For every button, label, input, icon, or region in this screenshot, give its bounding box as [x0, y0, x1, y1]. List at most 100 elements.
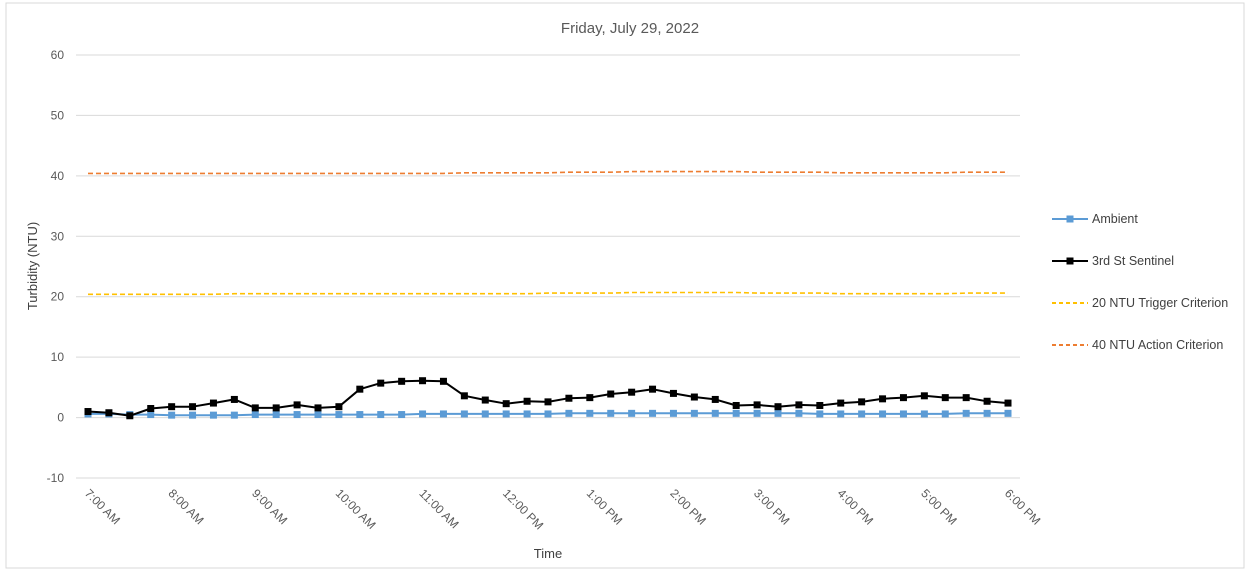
series-line-20-ntu-trigger-criterion — [88, 291, 1008, 296]
data-point-ambient — [774, 409, 782, 417]
data-point-ambient — [816, 410, 824, 418]
data-point-3rd-st-sentinel — [168, 403, 176, 411]
series-ambient — [84, 409, 1012, 419]
data-point-3rd-st-sentinel — [481, 396, 489, 404]
data-point-ambient — [544, 410, 552, 418]
data-point-ambient — [209, 411, 217, 419]
data-point-3rd-st-sentinel — [607, 390, 615, 398]
data-point-ambient — [879, 410, 887, 418]
data-point-ambient — [732, 409, 740, 417]
data-point-ambient — [377, 411, 385, 419]
data-point-ambient — [356, 411, 364, 419]
y-tick-label: 60 — [51, 48, 65, 62]
legend-item-ambient[interactable]: Ambient — [1052, 198, 1247, 240]
legend-swatch-20-ntu-trigger — [1052, 302, 1088, 304]
data-point-3rd-st-sentinel — [398, 377, 406, 385]
data-point-ambient — [1004, 409, 1012, 417]
data-point-ambient — [168, 411, 176, 419]
data-point-3rd-st-sentinel — [84, 408, 92, 416]
data-point-3rd-st-sentinel — [649, 385, 657, 393]
data-point-ambient — [941, 410, 949, 418]
legend-item-20-ntu-trigger[interactable]: 20 NTU Trigger Criterion — [1052, 282, 1247, 324]
data-point-ambient — [314, 411, 322, 419]
data-point-3rd-st-sentinel — [356, 385, 364, 393]
data-point-3rd-st-sentinel — [335, 403, 343, 411]
data-point-3rd-st-sentinel — [1004, 399, 1012, 407]
data-point-3rd-st-sentinel — [147, 405, 155, 413]
y-axis-tick-labels: -10 0 10 20 30 40 50 60 — [47, 48, 65, 485]
data-point-ambient — [523, 410, 531, 418]
data-point-ambient — [690, 409, 698, 417]
data-point-3rd-st-sentinel — [544, 398, 552, 406]
data-point-3rd-st-sentinel — [816, 401, 824, 409]
data-point-ambient — [669, 409, 677, 417]
series-40-ntu-action-criterion — [88, 170, 1008, 175]
y-tick-label: 50 — [51, 108, 65, 122]
legend-swatch-3rd-st-sentinel — [1052, 257, 1088, 265]
data-point-ambient — [586, 409, 594, 417]
data-point-3rd-st-sentinel — [189, 403, 197, 411]
legend-item-3rd-st-sentinel[interactable]: 3rd St Sentinel — [1052, 240, 1247, 282]
chart-area-border — [5, 2, 1245, 569]
data-point-3rd-st-sentinel — [858, 398, 866, 406]
data-point-3rd-st-sentinel — [669, 389, 677, 397]
x-axis-title: Time — [534, 546, 562, 561]
data-point-3rd-st-sentinel — [439, 377, 447, 385]
y-tick-label: -10 — [47, 471, 65, 485]
legend-label-ambient: Ambient — [1092, 212, 1138, 226]
data-point-ambient — [753, 409, 761, 417]
data-point-ambient — [272, 411, 280, 419]
y-axis-title: Turbidity (NTU) — [25, 222, 40, 310]
legend-swatch-ambient — [1052, 215, 1088, 223]
data-point-3rd-st-sentinel — [565, 394, 573, 402]
data-point-ambient — [899, 410, 907, 418]
legend-label-20-ntu-trigger: 20 NTU Trigger Criterion — [1092, 296, 1229, 310]
data-point-ambient — [795, 409, 803, 417]
data-point-ambient — [439, 410, 447, 418]
data-point-3rd-st-sentinel — [209, 399, 217, 407]
data-point-3rd-st-sentinel — [732, 401, 740, 409]
legend-label-3rd-st-sentinel: 3rd St Sentinel — [1092, 254, 1174, 268]
legend-label-40-ntu-action: 40 NTU Action Criterion — [1092, 338, 1224, 352]
data-point-3rd-st-sentinel — [628, 388, 636, 396]
data-point-ambient — [649, 409, 657, 417]
data-point-3rd-st-sentinel — [795, 401, 803, 409]
data-point-3rd-st-sentinel — [586, 394, 594, 402]
data-point-3rd-st-sentinel — [314, 404, 322, 412]
data-point-ambient — [628, 409, 636, 417]
data-point-ambient — [460, 410, 468, 418]
data-point-3rd-st-sentinel — [920, 392, 928, 400]
y-tick-label: 20 — [51, 290, 65, 304]
gridlines — [76, 54, 1020, 479]
data-point-3rd-st-sentinel — [774, 403, 782, 411]
data-point-3rd-st-sentinel — [899, 394, 907, 402]
data-point-3rd-st-sentinel — [502, 400, 510, 408]
data-point-ambient — [837, 410, 845, 418]
data-point-3rd-st-sentinel — [272, 404, 280, 412]
data-point-ambient — [293, 411, 301, 419]
data-point-3rd-st-sentinel — [753, 401, 761, 409]
legend-swatch-40-ntu-action — [1052, 344, 1088, 346]
y-tick-label: 30 — [51, 229, 65, 243]
data-point-3rd-st-sentinel — [962, 394, 970, 402]
data-point-ambient — [251, 411, 259, 419]
series-layer — [84, 170, 1012, 420]
data-point-ambient — [230, 411, 238, 419]
data-point-3rd-st-sentinel — [879, 395, 887, 403]
data-point-ambient — [565, 409, 573, 417]
data-point-3rd-st-sentinel — [105, 409, 113, 417]
y-tick-label: 40 — [51, 169, 65, 183]
data-point-3rd-st-sentinel — [126, 412, 134, 420]
chart-title: Friday, July 29, 2022 — [561, 20, 699, 37]
legend-item-40-ntu-action[interactable]: 40 NTU Action Criterion — [1052, 324, 1247, 366]
data-point-ambient — [419, 410, 427, 418]
data-point-ambient — [335, 411, 343, 419]
data-point-ambient — [502, 410, 510, 418]
data-point-3rd-st-sentinel — [419, 377, 427, 385]
data-point-3rd-st-sentinel — [711, 395, 719, 403]
data-point-ambient — [147, 411, 155, 419]
data-point-ambient — [607, 409, 615, 417]
data-point-3rd-st-sentinel — [251, 404, 259, 412]
